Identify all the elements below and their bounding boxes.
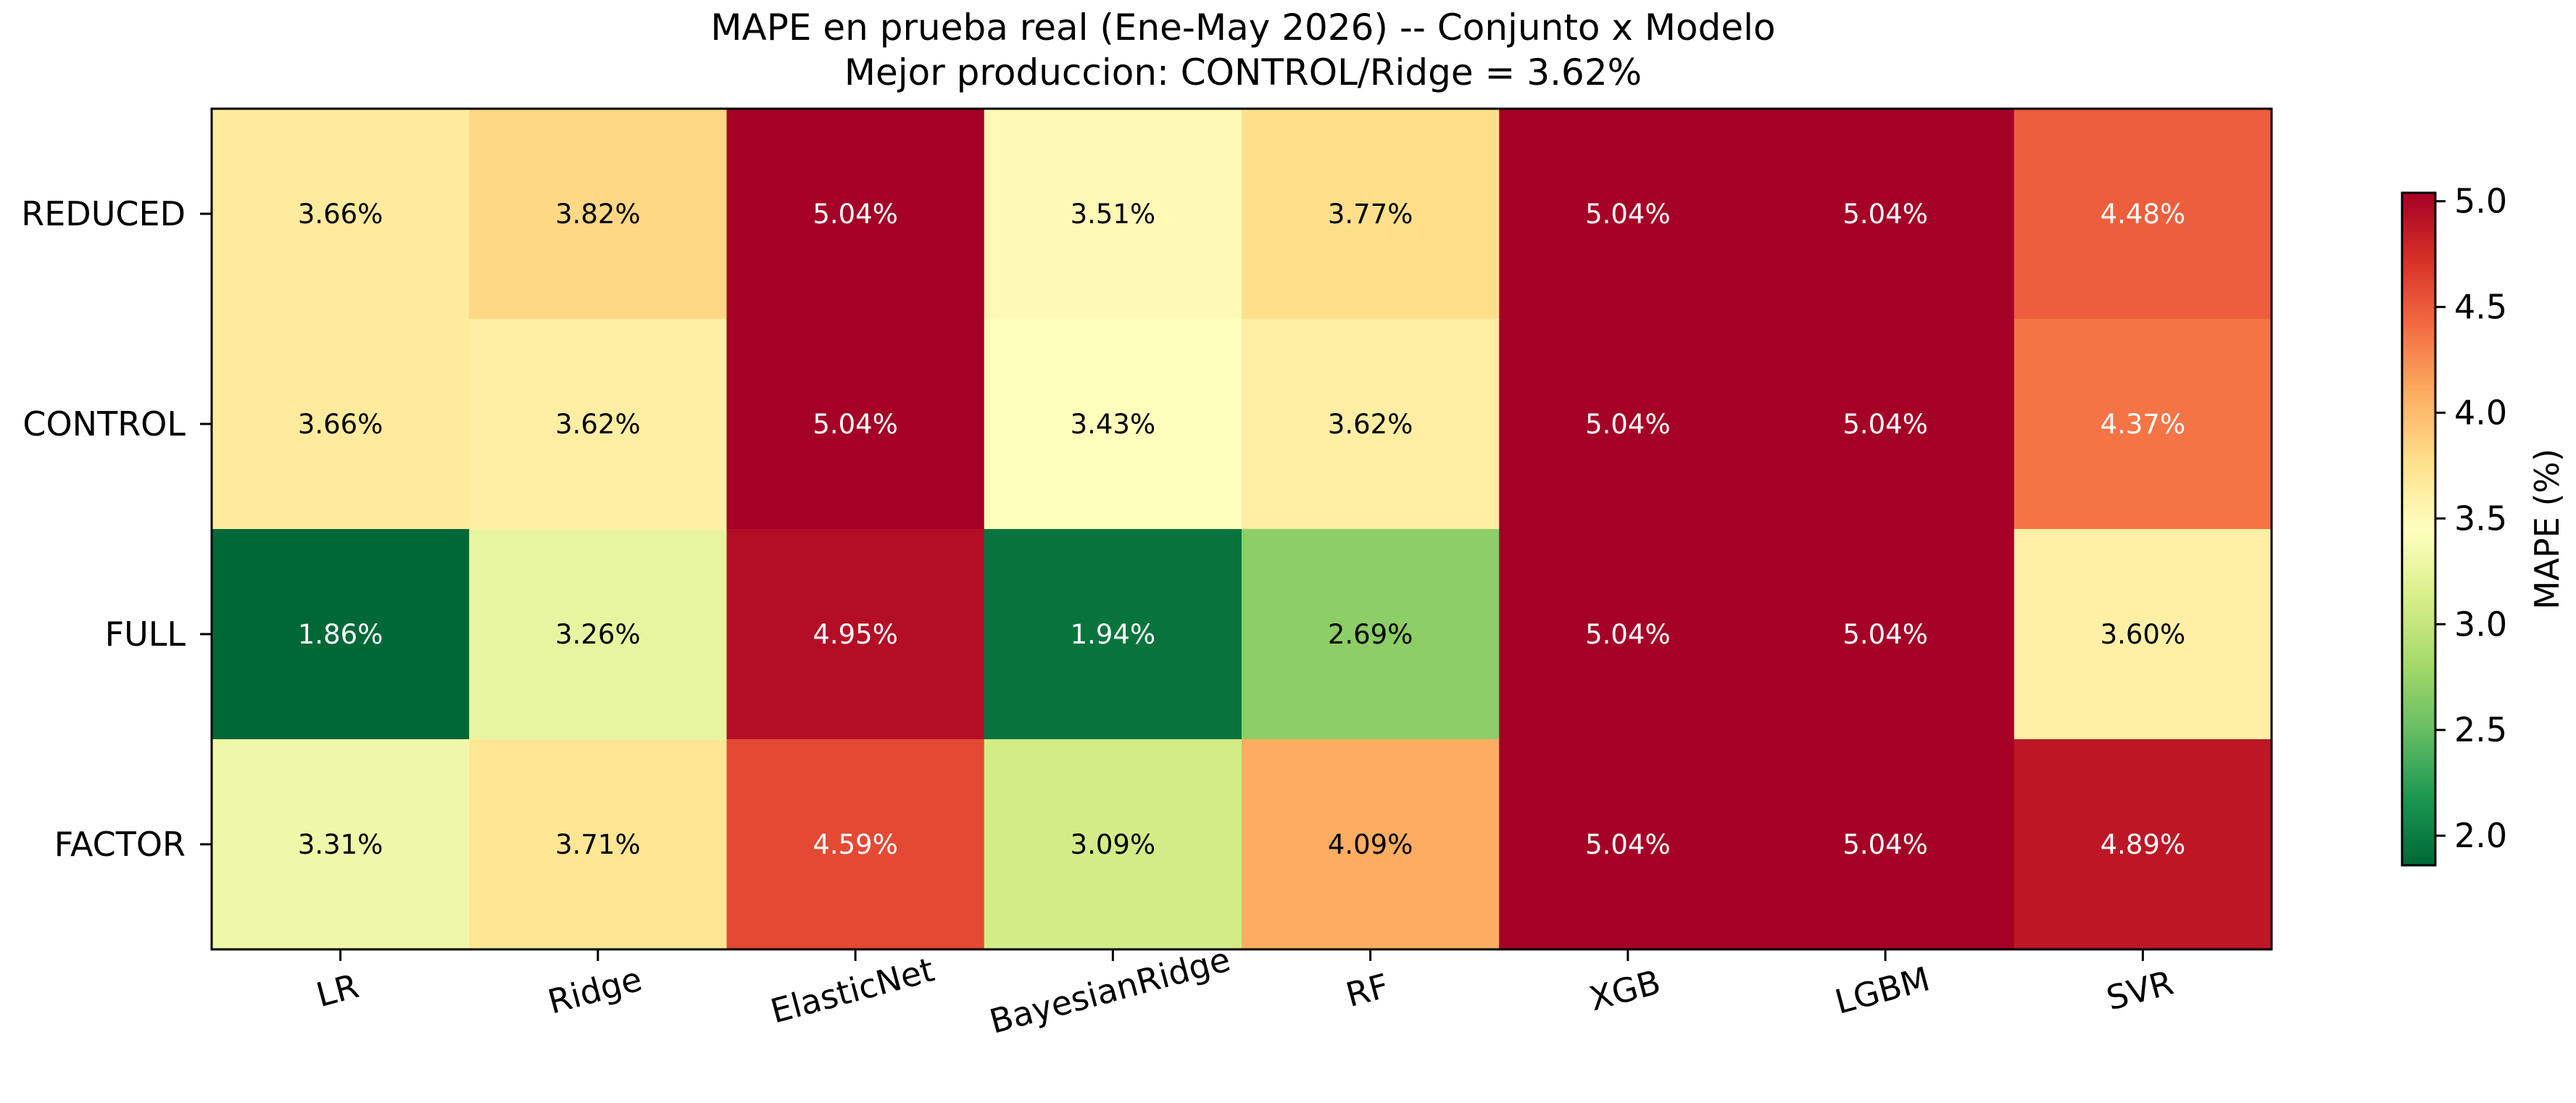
plot-frame — [210, 107, 2273, 951]
cell-label: 3.43% — [1071, 409, 1156, 440]
cell-label: 5.04% — [1585, 409, 1671, 440]
cell-label: 1.86% — [298, 619, 383, 650]
colorbar-tick-label: 2.5 — [2454, 710, 2507, 749]
x-axis: LR Ridge ElasticNet BayesianRidge RF XGB LGBM S… — [312, 939, 2177, 1041]
chart-subtitle: Mejor produccion: CONTROL/Ridge = 3.62% — [844, 51, 1642, 93]
cell-label: 3.31% — [298, 829, 383, 860]
heatmap-cell — [1242, 109, 1500, 320]
heatmap-cell — [2014, 319, 2272, 530]
heatmap-cell — [469, 109, 728, 320]
colorbar-gradient — [2401, 191, 2437, 867]
heatmap-cell — [726, 529, 985, 740]
heatmap-cell — [1756, 739, 2015, 950]
y-tick-label: FULL — [105, 615, 186, 654]
y-tick-label: REDUCED — [21, 194, 186, 233]
x-tick-label: LR — [312, 966, 363, 1015]
cell-label: 5.04% — [1842, 199, 1928, 230]
heatmap-cell — [1242, 319, 1500, 530]
cell-label: 5.04% — [1585, 619, 1671, 650]
cell-label: 4.37% — [2101, 409, 2186, 440]
heatmap-cell — [1242, 529, 1500, 740]
x-tick-label: SVR — [2103, 962, 2177, 1017]
cell-label: 3.82% — [555, 199, 641, 230]
heatmap-cell — [1499, 109, 1758, 320]
heatmap-cell — [984, 529, 1242, 740]
cell-label: 3.77% — [1328, 199, 1413, 230]
x-tick-label: LGBM — [1831, 959, 1934, 1021]
heatmap-cell — [2014, 109, 2272, 320]
cell-label: 4.95% — [813, 619, 898, 650]
cell-label: 4.59% — [813, 829, 898, 860]
y-axis: REDUCED CONTROL FULL FACTOR — [21, 194, 212, 864]
x-tick-label: XGB — [1585, 962, 1664, 1019]
x-tick-label: BayesianRidge — [986, 939, 1234, 1041]
heatmap-cell — [984, 319, 1242, 530]
heatmap-cell — [2014, 529, 2272, 740]
cell-label: 4.09% — [1328, 829, 1413, 860]
heatmap-cell — [2014, 739, 2272, 950]
cell-label: 5.04% — [1585, 829, 1671, 860]
colorbar-tick-label: 2.0 — [2454, 816, 2507, 855]
cell-label: 2.69% — [1328, 619, 1413, 650]
cell-label: 4.89% — [2101, 829, 2186, 860]
cell-label: 5.04% — [1842, 619, 1928, 650]
cell-label: 5.04% — [813, 409, 898, 440]
heatmap-cell — [1756, 529, 2015, 740]
heatmap-cell — [212, 739, 470, 950]
x-tick-label: ElasticNet — [766, 950, 938, 1031]
heatmap-cell — [1499, 739, 1758, 950]
cell-label: 3.71% — [555, 829, 641, 860]
heatmap-cell — [1499, 529, 1758, 740]
cell-label: 3.09% — [1071, 829, 1156, 860]
cell-label: 4.48% — [2101, 199, 2186, 230]
y-tick-label: FACTOR — [54, 825, 186, 864]
chart-title: MAPE en prueba real (Ene-May 2026) -- Co… — [710, 7, 1775, 49]
cell-label: 3.60% — [2101, 619, 2186, 650]
heatmap-cell — [1756, 319, 2015, 530]
cell-label: 5.04% — [1585, 199, 1671, 230]
cell-label: 5.04% — [1842, 409, 1928, 440]
colorbar-label: MAPE (%) — [2527, 449, 2567, 609]
cell-label: 3.66% — [298, 199, 383, 230]
heatmap-cell — [984, 109, 1242, 320]
colorbar-tick-label: 5.0 — [2454, 182, 2507, 221]
cell-label: 3.66% — [298, 409, 383, 440]
heatmap-cell — [212, 529, 470, 740]
cell-label: 3.26% — [555, 619, 641, 650]
heatmap-cell — [469, 319, 728, 530]
heatmap-cell — [469, 739, 728, 950]
colorbar: 2.0 2.5 3.0 3.5 4.0 4.5 5.0 — [2401, 182, 2507, 867]
cell-label: 1.94% — [1071, 619, 1156, 650]
cell-label: 3.62% — [1328, 409, 1413, 440]
cell-label: 3.51% — [1071, 199, 1156, 230]
heatmap-cell — [212, 319, 470, 530]
heatmap-cell — [726, 739, 985, 950]
heatmap-cell — [1756, 109, 2015, 320]
colorbar-tick-label: 4.5 — [2454, 288, 2507, 327]
heatmap-cell — [1499, 319, 1758, 530]
colorbar-tick-label: 3.5 — [2454, 499, 2507, 538]
heatmap-cell — [726, 109, 985, 320]
cell-label: 5.04% — [813, 199, 898, 230]
heatmap-cell — [469, 529, 728, 740]
cell-label: 5.04% — [1842, 829, 1928, 860]
heatmap-cell — [1242, 739, 1500, 950]
colorbar-tick-label: 3.0 — [2454, 604, 2507, 644]
x-tick-label: Ridge — [544, 959, 646, 1021]
heatmap-cell — [984, 739, 1242, 950]
y-tick-label: CONTROL — [22, 404, 186, 444]
cell-label: 3.62% — [555, 409, 641, 440]
heatmap-cell — [726, 319, 985, 530]
heatmap-cell — [212, 109, 470, 320]
x-tick-label: RF — [1342, 966, 1392, 1015]
colorbar-tick-label: 4.0 — [2454, 393, 2507, 432]
heatmap-cells: 3.66% 3.82% 5.04% 3.51% 3.77% 5.04% 5.04% 4.48%… — [212, 109, 2272, 950]
